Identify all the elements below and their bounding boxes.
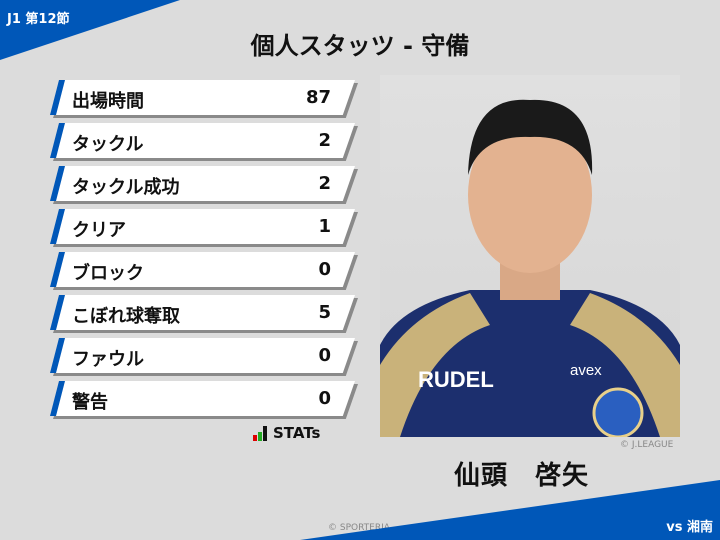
stat-label: ファウル [72, 349, 144, 370]
row-background [50, 381, 355, 416]
row-background [50, 166, 355, 201]
stat-value: 5 [318, 302, 331, 323]
stat-row: タックル成功 2 [50, 166, 358, 204]
stat-label: タックル [72, 134, 144, 155]
stat-label: クリア [72, 220, 126, 241]
stat-row: ブロック 0 [50, 252, 358, 290]
stat-row: 出場時間 87 [50, 80, 358, 118]
stat-row: こぼれ球奪取 5 [50, 295, 358, 333]
stat-value: 87 [305, 87, 331, 108]
stat-label: 警告 [72, 392, 108, 413]
stat-row: ファウル 0 [50, 338, 358, 376]
row-background [50, 123, 355, 158]
copyright: © SPORTERIA [328, 523, 390, 533]
stat-value: 1 [318, 216, 331, 237]
stat-value: 2 [318, 130, 331, 151]
stat-label: タックル成功 [72, 177, 180, 198]
player-photo: RUDEL avex [380, 75, 680, 437]
stat-row: タックル 2 [50, 123, 358, 161]
stat-label: ブロック [72, 263, 144, 284]
row-background [50, 252, 355, 287]
player-name: 仙頭 啓矢 [454, 461, 590, 491]
stats-list: 出場時間 87 タックル 2 タックル成功 2 クリア 1 ブロック 0 こぼれ球奪取 5 ファウル 0 警… [50, 80, 358, 424]
stat-label: 出場時間 [72, 91, 144, 112]
stat-label: こぼれ球奪取 [72, 306, 180, 327]
opponent-label: vs 湘南 [666, 520, 713, 535]
stat-value: 0 [318, 259, 331, 280]
svg-text:avex: avex [570, 362, 602, 379]
stat-row: 警告 0 [50, 381, 358, 419]
stat-value: 0 [318, 345, 331, 366]
logo-bar-black [263, 426, 267, 441]
logo-bar-green [258, 432, 262, 441]
page-title: 個人スタッツ - 守備 [250, 32, 470, 60]
stat-value: 2 [318, 173, 331, 194]
stat-value: 0 [318, 388, 331, 409]
row-background [50, 295, 355, 330]
logo-bar-red [253, 435, 257, 441]
stat-row: クリア 1 [50, 209, 358, 247]
svg-text:RUDEL: RUDEL [418, 367, 494, 392]
stats-logo: STATs [253, 426, 320, 441]
row-background [50, 209, 355, 244]
round-label: J1 第12節 [7, 12, 70, 27]
row-background [50, 80, 355, 115]
logo-text: STATs [273, 424, 321, 442]
row-background [50, 338, 355, 373]
photo-credit: © J.LEAGUE [620, 440, 674, 450]
